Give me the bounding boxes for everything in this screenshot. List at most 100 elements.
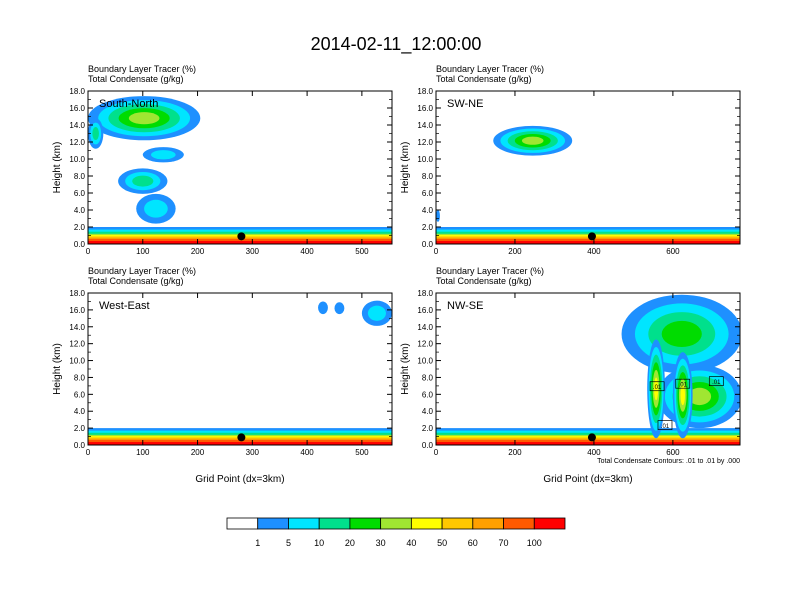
tracer-blob <box>92 126 99 141</box>
x-tick-label: 500 <box>355 247 369 256</box>
y-tick-label: 4.0 <box>422 407 434 416</box>
colorbar: 1 5 10 20 30 40 50 60 70 100 <box>226 517 566 548</box>
x-axis-label: Grid Point (dx=3km) <box>195 474 284 485</box>
x-tick-label: 300 <box>246 448 260 457</box>
x-tick-label: 200 <box>508 448 522 457</box>
panel-header-tracer: Boundary Layer Tracer (%) <box>436 266 544 276</box>
tracer-blob <box>334 302 345 315</box>
y-tick-label: 2.0 <box>74 424 86 433</box>
panel-name: West-East <box>99 300 150 312</box>
panel-header-condensate: Total Condensate (g/kg) <box>436 276 532 286</box>
y-tick-label: 0.0 <box>74 240 86 249</box>
x-tick-label: 100 <box>136 247 150 256</box>
y-axis-label: Height (km) <box>400 142 411 194</box>
y-tick-label: 18.0 <box>69 289 85 298</box>
tracer-blob <box>661 320 702 348</box>
tracer-blob <box>680 385 686 406</box>
colorbar-label: 50 <box>437 538 447 548</box>
tracer-blob <box>150 150 176 160</box>
colorbar-label: 100 <box>527 538 542 548</box>
contour-label-box <box>649 381 665 392</box>
colorbar-swatch <box>441 517 474 530</box>
x-tick-label: 400 <box>300 448 314 457</box>
colorbar-label: 5 <box>286 538 291 548</box>
y-tick-label: 14.0 <box>417 121 433 130</box>
x-tick-label: 400 <box>300 247 314 256</box>
y-tick-label: 12.0 <box>417 340 433 349</box>
y-tick-label: 8.0 <box>74 373 86 382</box>
x-tick-label: 600 <box>666 448 680 457</box>
colorbar-label: 40 <box>406 538 416 548</box>
location-marker <box>587 232 596 241</box>
y-tick-label: 16.0 <box>417 104 433 113</box>
tracer-blob <box>654 377 659 401</box>
y-tick-label: 16.0 <box>69 306 85 315</box>
colorbar-label: 20 <box>345 538 355 548</box>
y-tick-label: 6.0 <box>74 390 86 399</box>
colorbar-swatch <box>349 517 382 530</box>
location-marker <box>587 433 596 442</box>
location-marker <box>237 433 246 442</box>
contour-label-box <box>657 420 673 430</box>
y-axis-label: Height (km) <box>52 343 63 395</box>
colorbar-label: 60 <box>468 538 478 548</box>
y-tick-label: 4.0 <box>74 206 86 215</box>
y-tick-label: 12.0 <box>69 340 85 349</box>
y-tick-label: 18.0 <box>69 87 85 96</box>
y-tick-label: 2.0 <box>422 424 434 433</box>
panel-name: South-North <box>99 98 158 110</box>
panel-name: NW-SE <box>447 300 483 312</box>
panel-south-north: Boundary Layer Tracer (%)Total Condensat… <box>52 64 393 256</box>
boundary-layer-band <box>436 442 740 445</box>
boundary-layer-band <box>436 241 740 244</box>
y-tick-label: 0.0 <box>74 441 86 450</box>
y-tick-label: 14.0 <box>417 323 433 332</box>
panel-header-condensate: Total Condensate (g/kg) <box>88 276 184 286</box>
y-tick-label: 6.0 <box>422 189 434 198</box>
tracer-blob <box>436 210 440 222</box>
y-tick-label: 6.0 <box>422 390 434 399</box>
panel-sw-ne: Boundary Layer Tracer (%)Total Condensat… <box>400 64 741 256</box>
panel-header-tracer: Boundary Layer Tracer (%) <box>436 64 544 74</box>
boundary-layer-band <box>88 241 392 244</box>
contour-label: .01 <box>653 385 662 391</box>
tracer-field <box>88 96 392 244</box>
y-tick-label: 4.0 <box>422 206 434 215</box>
y-axis-label: Height (km) <box>52 142 63 194</box>
x-tick-label: 0 <box>86 247 91 256</box>
colorbar-swatch <box>288 517 320 530</box>
colorbar-swatch <box>472 517 504 530</box>
colorbar-swatch <box>503 517 535 530</box>
y-tick-label: 10.0 <box>69 155 85 164</box>
x-tick-label: 0 <box>86 448 91 457</box>
plot-frame <box>435 90 741 245</box>
y-tick-label: 18.0 <box>417 289 433 298</box>
colorbar-swatch <box>257 517 289 530</box>
colorbar-swatch <box>318 517 351 530</box>
y-tick-label: 14.0 <box>69 121 85 130</box>
x-tick-label: 0 <box>434 448 439 457</box>
x-tick-label: 200 <box>508 247 522 256</box>
colorbar-label: 30 <box>376 538 386 548</box>
colorbar-swatch <box>226 517 259 530</box>
x-tick-label: 200 <box>191 448 205 457</box>
y-tick-label: 18.0 <box>417 87 433 96</box>
contour-label: .01 <box>661 424 670 430</box>
x-tick-label: 200 <box>191 247 205 256</box>
panel-name: SW-NE <box>447 98 483 110</box>
contour-label: .01 <box>712 380 721 386</box>
colorbar-label: 1 <box>255 538 260 548</box>
plot-frame <box>87 292 393 446</box>
contour-label-box <box>708 376 724 387</box>
contour-label-box <box>675 378 691 389</box>
y-tick-label: 8.0 <box>74 172 86 181</box>
y-tick-label: 12.0 <box>69 138 85 147</box>
y-tick-label: 6.0 <box>74 189 86 198</box>
x-tick-label: 400 <box>587 448 601 457</box>
contour-label: .01 <box>679 383 688 389</box>
boundary-layer-band <box>88 442 392 445</box>
x-axis-label: Grid Point (dx=3km) <box>543 474 632 485</box>
panel-nw-se: Boundary Layer Tracer (%)Total Condensat… <box>400 266 741 485</box>
tracer-field <box>88 300 392 445</box>
